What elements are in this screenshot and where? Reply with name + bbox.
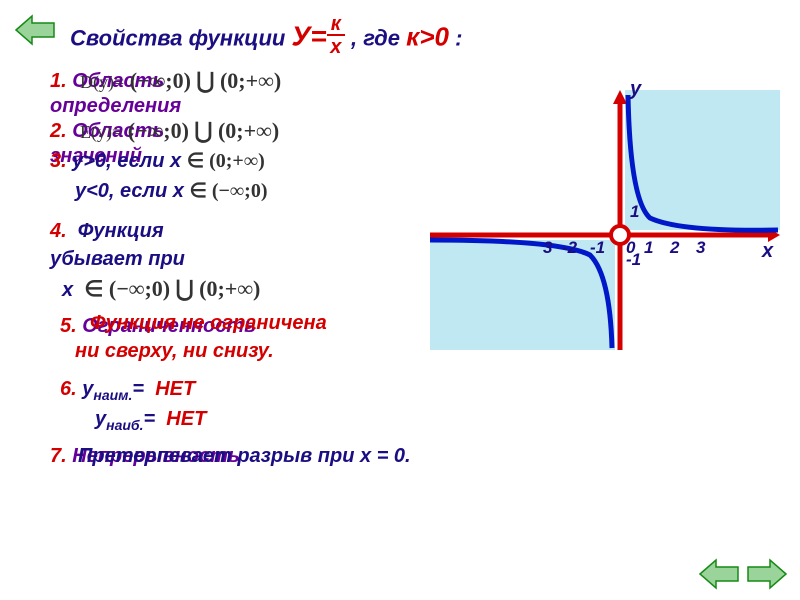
title-where: , где bbox=[351, 25, 400, 50]
p6-av: НЕТ bbox=[155, 378, 195, 400]
xtick-3: 3 bbox=[696, 238, 705, 258]
title-fraction: кх bbox=[327, 14, 345, 57]
title-row: Свойства функции У=кх , где к>0 : bbox=[70, 18, 462, 61]
arrow-left-icon bbox=[698, 558, 740, 590]
prop-3b: у<0, если х ∈ (−∞;0) bbox=[75, 178, 268, 203]
p2-num: 2. bbox=[50, 120, 67, 142]
prop-3a: 3. у>0, если х ∈ (0;+∞) bbox=[50, 148, 265, 173]
p3-a: у>0, если х bbox=[72, 150, 181, 172]
p6-bv: НЕТ bbox=[166, 408, 206, 430]
xtick-1: 1 bbox=[644, 238, 653, 258]
prop-4: 4. Функция bbox=[50, 220, 164, 243]
hyperbola-graph bbox=[430, 90, 780, 350]
xtick-n3: 3 bbox=[543, 238, 552, 258]
p3-a-int: ∈ (0;+∞) bbox=[187, 150, 265, 172]
arrow-right-icon bbox=[746, 558, 788, 590]
title-y: У= bbox=[291, 20, 326, 51]
graph-container: у х 0 1 2 3 -1 -2 3 1 -1 bbox=[430, 90, 780, 350]
p5-over1: Функция не ограничена bbox=[90, 312, 327, 335]
prop-6b: унаиб.= НЕТ bbox=[95, 408, 206, 433]
ytick-n1: -1 bbox=[626, 250, 641, 270]
p1-overlay: D(у)= (−∞;0) ⋃ (0;+∞) bbox=[80, 68, 281, 94]
y-axis-label: у bbox=[630, 78, 641, 101]
p6-a: унаим.= bbox=[82, 378, 144, 400]
nav-next-arrow[interactable] bbox=[746, 558, 788, 590]
p4-int: ∈ (−∞;0) ⋃ (0;+∞) bbox=[84, 276, 260, 301]
x-axis-label: х bbox=[762, 240, 773, 263]
prop-6a: 6. унаим.= НЕТ bbox=[60, 378, 195, 403]
xtick-2: 2 bbox=[670, 238, 679, 258]
p2-interval: (−∞;0) ⋃ (0;+∞) bbox=[128, 118, 279, 143]
p6-b: унаиб.= bbox=[95, 408, 155, 430]
ytick-1: 1 bbox=[630, 202, 639, 222]
p1-dy: D(у)= bbox=[80, 72, 124, 93]
p3-num: 3. bbox=[50, 150, 67, 172]
p4-l2: убывает при bbox=[50, 248, 185, 271]
xtick-n1: -1 bbox=[590, 238, 605, 258]
p7-num: 7. bbox=[50, 445, 67, 467]
p6-num: 6. bbox=[60, 378, 77, 400]
nav-prev-arrow[interactable] bbox=[698, 558, 740, 590]
p3-b: у<0, если х bbox=[75, 180, 184, 202]
p7-over: Претерпевает разрыв при х = 0. bbox=[78, 445, 411, 468]
title-kpos: к>0 bbox=[406, 21, 449, 51]
p3-b-int: ∈ (−∞;0) bbox=[189, 180, 267, 202]
xtick-n2: -2 bbox=[562, 238, 577, 258]
title-colon: : bbox=[455, 25, 462, 50]
p2-ey: E(у)= bbox=[80, 122, 122, 143]
p4-l3: х ∈ (−∞;0) ⋃ (0;+∞) bbox=[62, 276, 260, 302]
p5-num: 5. bbox=[60, 315, 77, 337]
arrow-left-icon bbox=[14, 14, 56, 46]
frac-den: х bbox=[327, 36, 345, 57]
p1-label2: определения bbox=[50, 95, 181, 118]
nav-back-arrow[interactable] bbox=[14, 14, 56, 46]
p1-interval: (−∞;0) ⋃ (0;+∞) bbox=[130, 68, 281, 93]
p4-num: 4. bbox=[50, 220, 67, 242]
p2-overlay: E(у)= (−∞;0) ⋃ (0;+∞) bbox=[80, 118, 279, 144]
frac-num: к bbox=[327, 14, 345, 36]
p4-x: х bbox=[62, 279, 73, 301]
p1-num: 1. bbox=[50, 70, 67, 92]
p5-over2: ни сверху, ни снизу. bbox=[75, 340, 274, 363]
title-text: Свойства функции bbox=[70, 25, 285, 50]
